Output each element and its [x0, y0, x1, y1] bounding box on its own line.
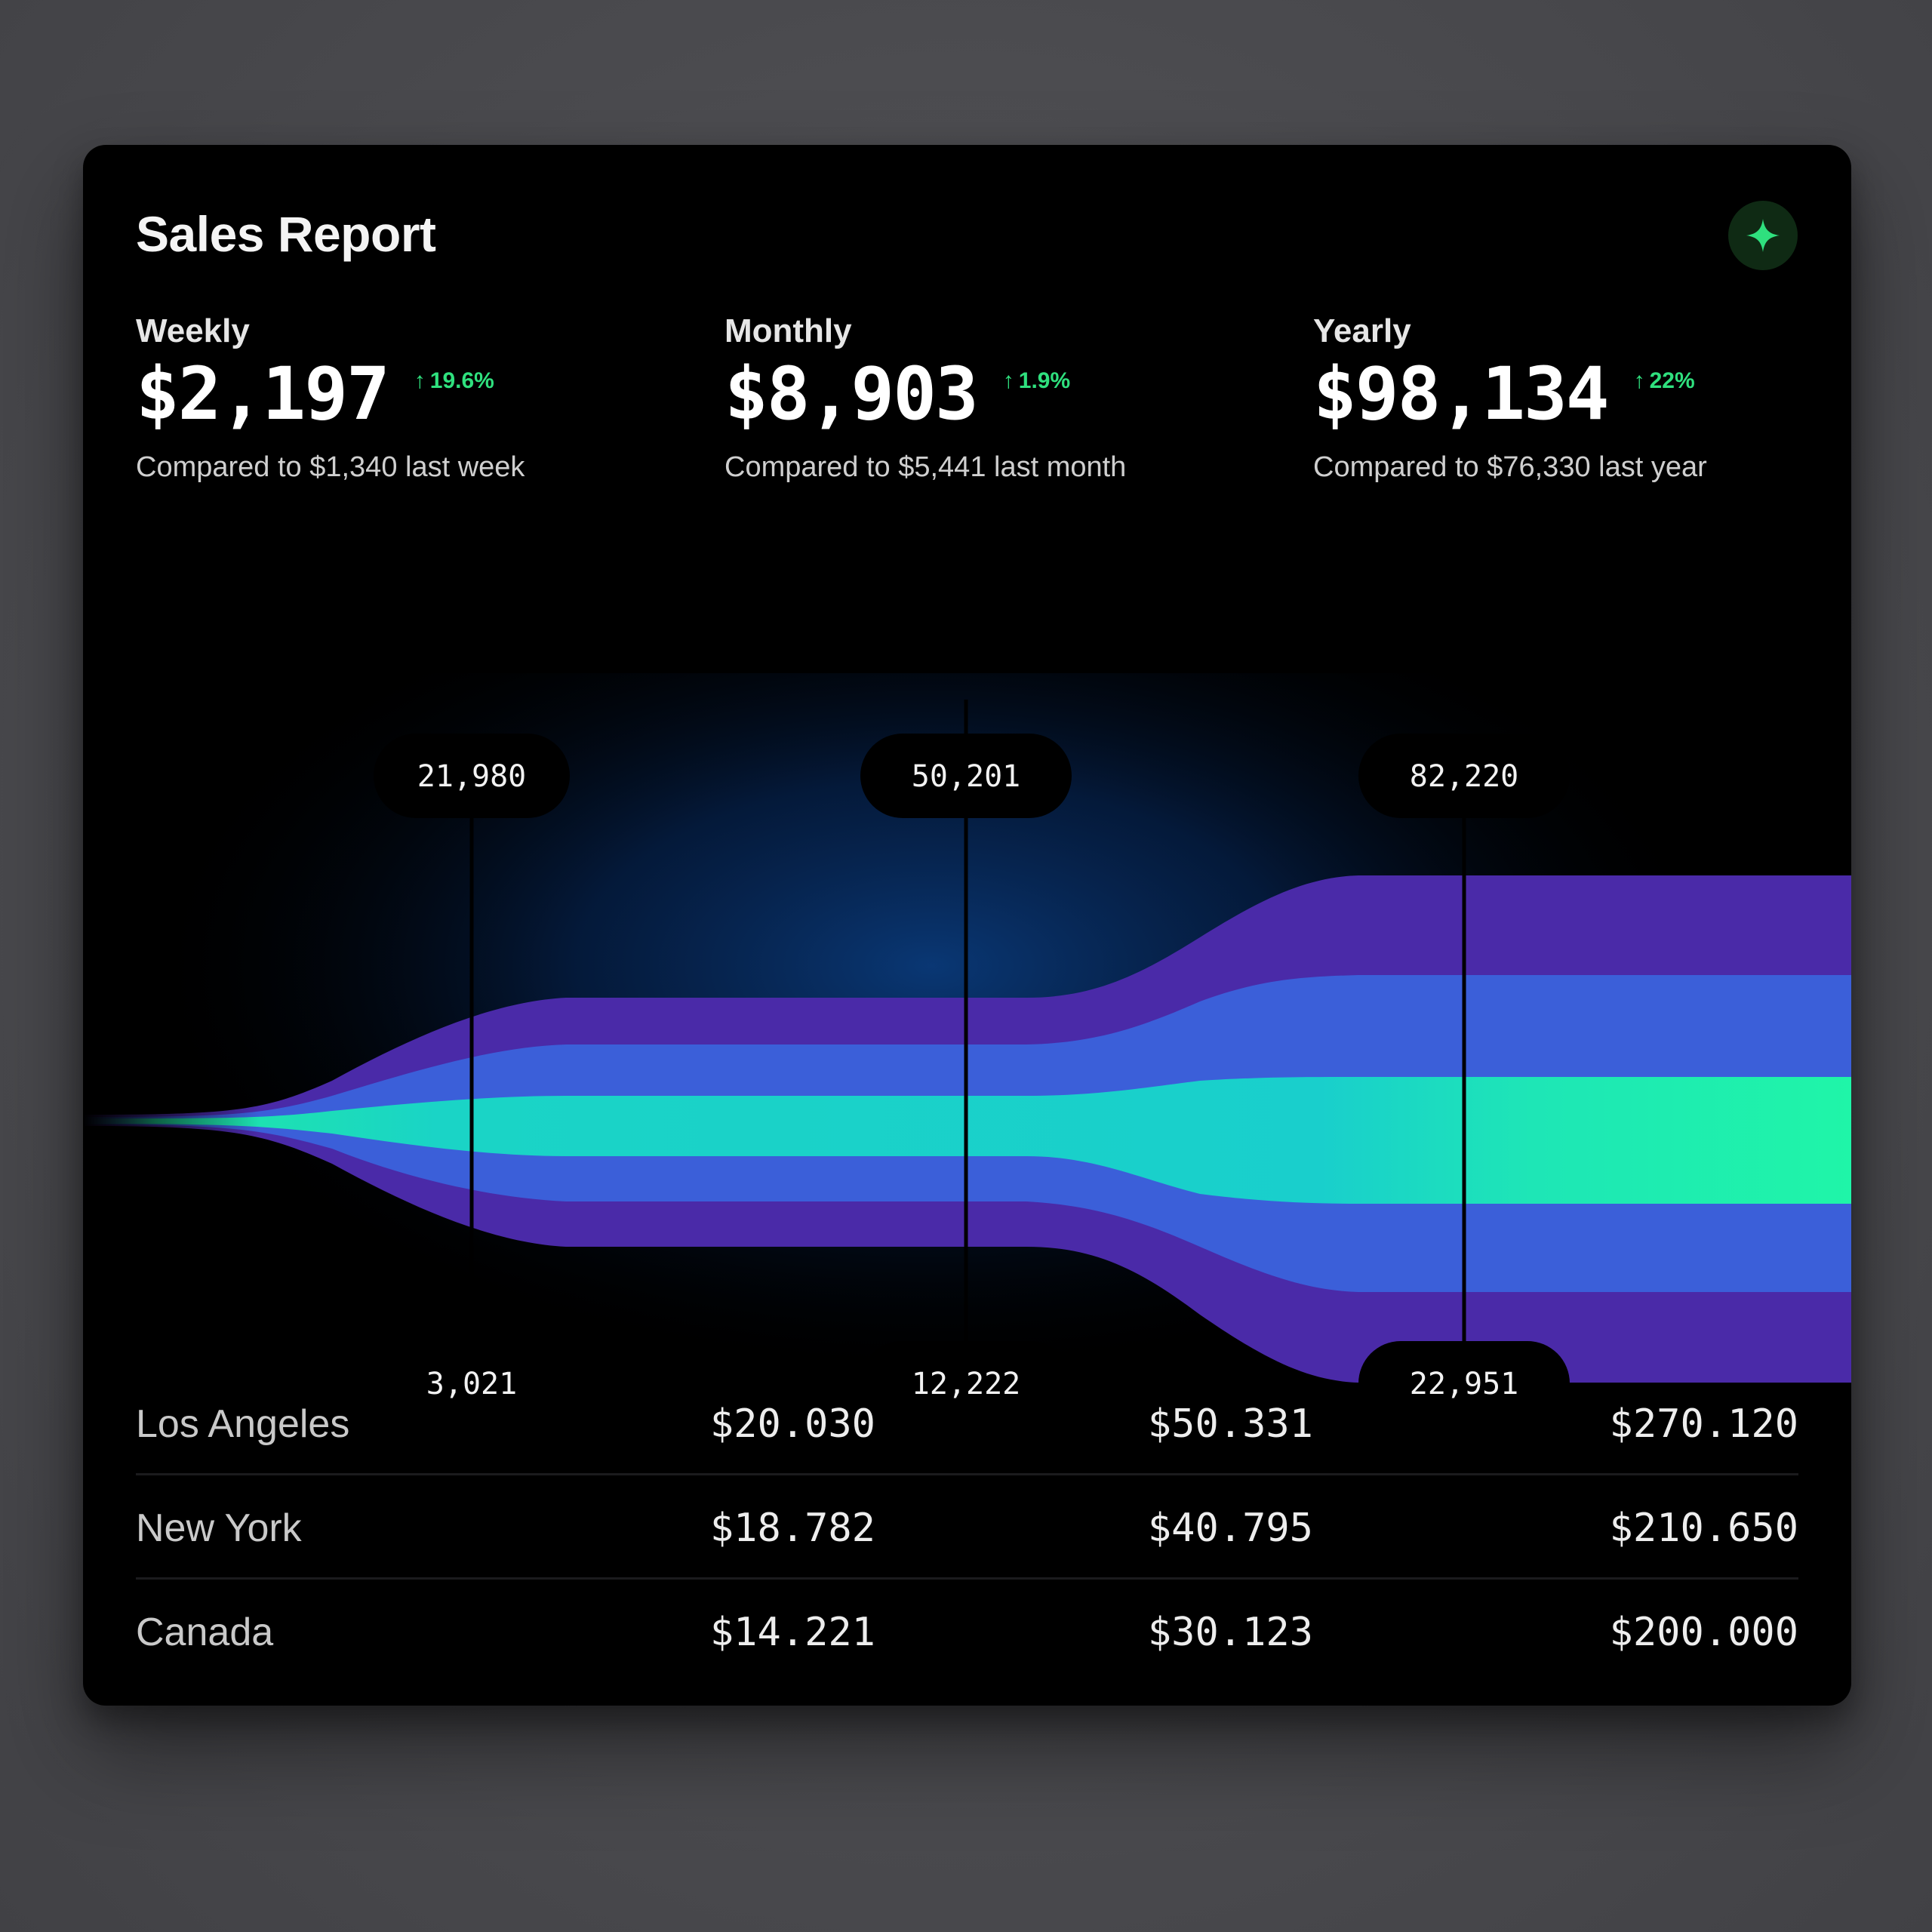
kpi-monthly: Monthly $8,903 ↑ 1.9% Compared to $5,441…	[724, 312, 1268, 484]
marker-bottom-value: 22,951	[1410, 1367, 1519, 1401]
weekly-sales: $18.782	[709, 1506, 875, 1551]
kpi-label: Yearly	[1313, 312, 1411, 349]
kpi-compare: Compared to $76,330 last year	[1313, 451, 1707, 483]
kpi-value: $98,134	[1313, 352, 1610, 436]
city-name: Los Angeles	[136, 1402, 350, 1446]
kpi-compare: Compared to $1,340 last week	[136, 451, 525, 483]
marker-bottom-weekly: 3,021	[374, 1341, 570, 1426]
table-row: Los Angeles $20.030 $50.331 $270.120	[136, 1371, 1798, 1475]
monthly-sales: $40.795	[1147, 1506, 1313, 1551]
marker-bottom-yearly: 22,951	[1358, 1341, 1570, 1426]
yearly-sales: $200.000	[1609, 1610, 1798, 1655]
sales-flow-chart: 21,980 50,201 82,220 3,021 12,222 22,951	[83, 673, 1851, 1518]
kpi-delta: ↑ 22%	[1634, 368, 1695, 394]
city-name: New York	[136, 1506, 302, 1550]
kpi-value: $2,197	[136, 352, 390, 436]
monthly-sales: $50.331	[1147, 1401, 1313, 1447]
kpi-weekly: Weekly $2,197 ↑ 19.6% Compared to $1,340…	[136, 312, 679, 484]
sales-report-card: Sales Report Weekly $2,197 ↑ 19.6% Compa…	[83, 145, 1851, 1706]
card-title: Sales Report	[136, 206, 436, 262]
kpi-value: $8,903	[724, 352, 979, 436]
kpi-yearly: Yearly $98,134 ↑ 22% Compared to $76,330…	[1313, 312, 1851, 484]
table-row: Canada $14.221 $30.123 $200.000	[136, 1580, 1798, 1681]
marker-top-weekly: 21,980	[374, 734, 570, 818]
city-name: Canada	[136, 1611, 274, 1654]
arrow-up-icon: ↑	[1633, 368, 1645, 393]
kpi-label: Monthly	[724, 312, 852, 349]
kpi-delta-value: 1.9%	[1018, 368, 1071, 393]
yearly-sales: $270.120	[1609, 1401, 1798, 1447]
monthly-sales: $30.123	[1147, 1610, 1313, 1655]
marker-top-monthly: 50,201	[860, 734, 1072, 818]
kpi-delta-value: 22%	[1649, 368, 1695, 393]
sparkle-button[interactable]	[1728, 201, 1798, 270]
marker-top-yearly: 82,220	[1358, 734, 1570, 818]
yearly-sales: $210.650	[1609, 1506, 1798, 1551]
sparkle-icon	[1746, 219, 1780, 252]
marker-top-value: 82,220	[1410, 759, 1519, 794]
marker-top-value: 50,201	[912, 759, 1021, 794]
kpi-delta: ↑ 1.9%	[1003, 368, 1070, 394]
marker-bottom-value: 3,021	[426, 1367, 517, 1401]
marker-top-value: 21,980	[417, 759, 527, 794]
city-sales-table: Los Angeles $20.030 $50.331 $270.120 New…	[136, 1371, 1798, 1681]
marker-bottom-monthly: 12,222	[860, 1341, 1072, 1426]
kpi-label: Weekly	[136, 312, 250, 349]
kpi-compare: Compared to $5,441 last month	[724, 451, 1127, 483]
kpi-delta-value: 19.6%	[429, 368, 494, 393]
arrow-up-icon: ↑	[414, 368, 426, 393]
kpi-delta: ↑ 19.6%	[414, 368, 494, 394]
arrow-up-icon: ↑	[1002, 368, 1014, 393]
marker-bottom-value: 12,222	[912, 1367, 1021, 1401]
weekly-sales: $14.221	[709, 1610, 875, 1655]
table-row: New York $18.782 $40.795 $210.650	[136, 1475, 1798, 1580]
weekly-sales: $20.030	[709, 1401, 875, 1447]
